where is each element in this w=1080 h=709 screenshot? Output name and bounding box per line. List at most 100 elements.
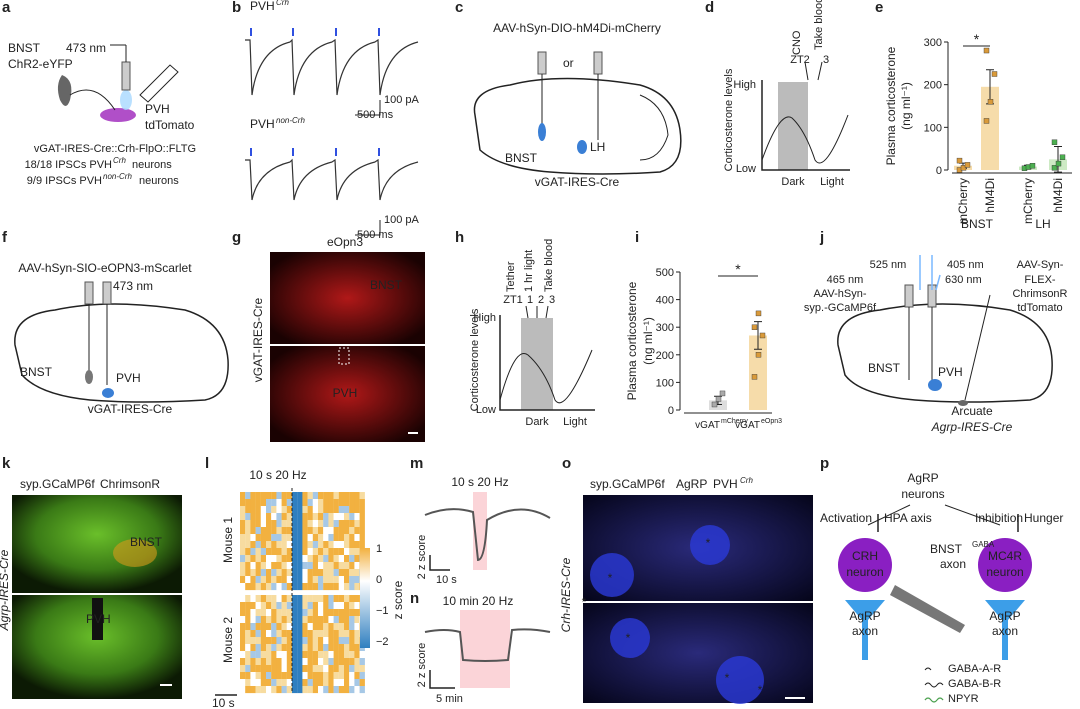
panel-text: Low (476, 404, 496, 416)
heatmap-cell (255, 602, 261, 610)
heatmap-cell (359, 672, 365, 680)
heatmap-cell (286, 658, 293, 666)
heatmap-cell (328, 602, 334, 610)
heatmap-cell (240, 576, 246, 584)
data-point (755, 310, 762, 317)
heatmap-cell (250, 679, 256, 687)
heatmap-cell (354, 672, 360, 680)
heatmap-cell (354, 665, 360, 673)
heatmap-cell (328, 623, 334, 631)
data-point (983, 118, 990, 124)
panel-label: j (819, 229, 824, 246)
heatmap-cell (354, 616, 360, 624)
heatmap-cell (359, 679, 365, 687)
heatmap-cell (276, 513, 282, 521)
y-tick-label: 0 (936, 165, 942, 177)
heatmap-cell (240, 520, 246, 528)
panel-text: vGAT-IRES-Cre (88, 402, 173, 416)
heatmap-cell (271, 562, 277, 570)
heatmap-cell (349, 630, 355, 638)
heatmap-cell (328, 569, 334, 577)
heatmap-cell (302, 534, 308, 542)
panel-text: 465 nm (827, 274, 864, 286)
heatmap-cell (318, 569, 324, 577)
panel-text: 473 nm (113, 279, 153, 293)
panel-label: e (875, 0, 883, 16)
heatmap-cell (266, 562, 272, 570)
heatmap-cell (255, 513, 261, 521)
heatmap-cell (266, 637, 272, 645)
heatmap-cell (260, 630, 267, 638)
heatmap-cell (297, 569, 303, 577)
heatmap-cell (307, 595, 313, 603)
panel-text: neuron (846, 565, 883, 579)
heatmap-cell (318, 686, 324, 694)
panel-text: 100 pA (384, 94, 420, 106)
heatmap-cell (255, 637, 261, 645)
heatmap-cell (240, 672, 246, 680)
heatmap-cell (333, 637, 339, 645)
heatmap-cell (260, 665, 267, 673)
heatmap-cell (260, 541, 267, 549)
heatmap-cell (328, 513, 334, 521)
panel-text: BNST (868, 361, 901, 375)
heatmap-cell (354, 534, 360, 542)
heatmap-cell (328, 576, 334, 584)
panel-text: 473 nm (66, 41, 106, 55)
heatmap-cell (281, 665, 287, 673)
heatmap-cell (328, 534, 334, 542)
heatmap-cell (281, 527, 287, 535)
heatmap-cell (286, 506, 293, 514)
heatmap-cell (276, 616, 282, 624)
heatmap-cell (245, 492, 251, 500)
heatmap-cell (318, 595, 324, 603)
heatmap-cell (328, 651, 334, 659)
heatmap-cell (250, 569, 256, 577)
heatmap-cell (307, 527, 313, 535)
heatmap-cell (307, 513, 313, 521)
heatmap-cell (250, 583, 256, 591)
heatmap-cell (328, 583, 334, 591)
panel-text: GABA-A-R (948, 663, 1001, 675)
heatmap-cell (333, 513, 339, 521)
heatmap-cell (359, 499, 365, 507)
heatmap-cell (271, 548, 277, 556)
heatmap-cell (271, 630, 277, 638)
heatmap-cell (333, 679, 339, 687)
heatmap-cell (328, 520, 334, 528)
data-point (711, 401, 718, 408)
heatmap-cell (338, 658, 345, 666)
panel-text: AAV-Syn- (1017, 259, 1064, 271)
data-point (751, 324, 758, 330)
heatmap-cell (292, 651, 298, 659)
heatmap-cell (297, 506, 303, 514)
heatmap-cell (354, 637, 360, 645)
heatmap-cell (250, 651, 256, 659)
heatmap-cell (338, 576, 345, 584)
heatmap-cell (323, 555, 329, 563)
heatmap-cell (240, 492, 246, 500)
heatmap-cell (271, 569, 277, 577)
heatmap-cell (255, 541, 261, 549)
heatmap-cell (307, 562, 313, 570)
heatmap-cell (333, 658, 339, 666)
panel-label: d (705, 0, 714, 16)
heatmap-cell (349, 569, 355, 577)
heatmap-cell (349, 513, 355, 521)
heatmap-cell (281, 534, 287, 542)
heatmap-cell (333, 527, 339, 535)
heatmap-cell (260, 576, 267, 584)
heatmap-cell (260, 527, 267, 535)
heatmap-cell (354, 527, 360, 535)
panel-text: axon (940, 557, 966, 571)
heatmap-cell (338, 541, 345, 549)
heatmap-cell (250, 534, 256, 542)
heatmap-cell (312, 492, 319, 500)
heatmap-cell (245, 672, 251, 680)
panel-text: HPA axis (884, 511, 932, 525)
heatmap-cell (302, 672, 308, 680)
panel-text: 2 z score (416, 535, 428, 580)
heatmap-cell (318, 644, 324, 652)
heatmap-cell (260, 602, 267, 610)
heatmap-cell (349, 651, 355, 659)
